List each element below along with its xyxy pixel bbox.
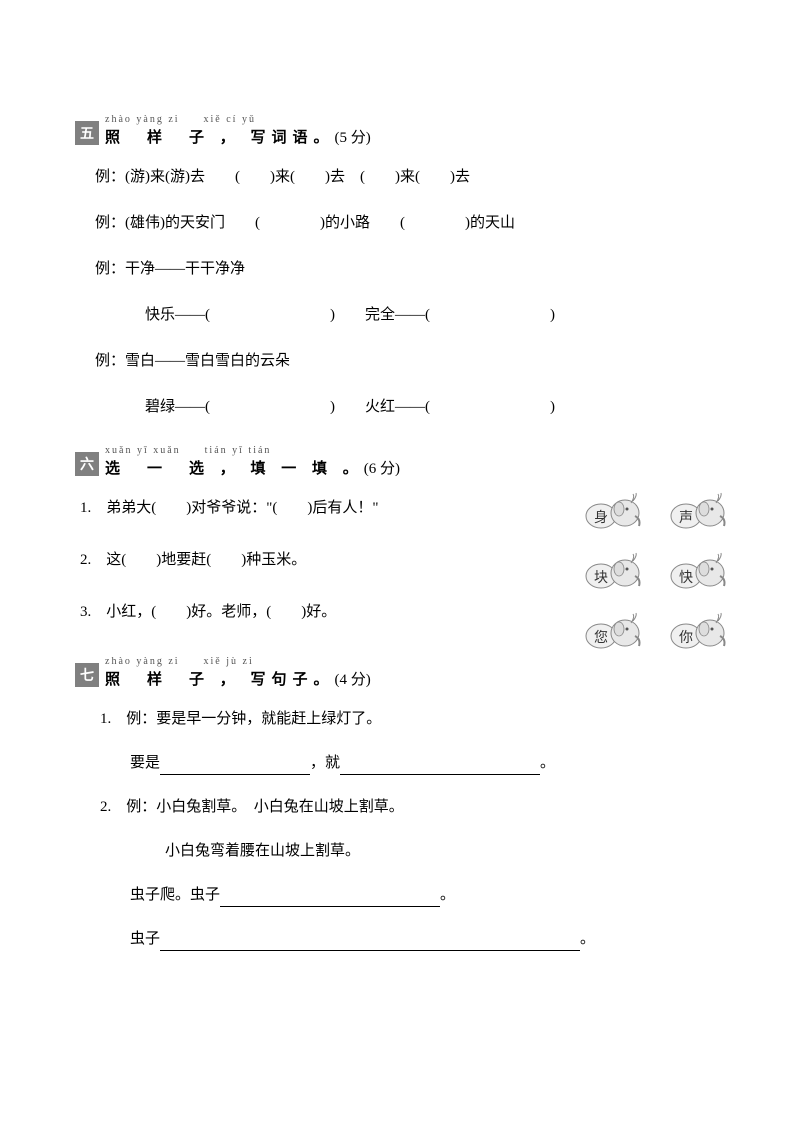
elephant-row-1: 身 声 — [583, 491, 728, 536]
elephant-options: 身 声 — [583, 491, 728, 656]
s5-l4a: 快乐——( — [145, 307, 210, 323]
char-2-1: 块 — [594, 567, 608, 587]
section-7-title-wrap: zhào yàng zi xiě jù zi 照 样 子 ， 写句子。(4 分) — [105, 652, 371, 689]
elephant-row-2: 块 快 — [583, 551, 728, 596]
s5-line-5: 例：雪白——雪白雪白的云朵 — [75, 349, 718, 373]
section-7-header: 七 zhào yàng zi xiě jù zi 照 样 子 ， 写句子。(4 … — [75, 652, 718, 689]
elephant-4: 快 — [668, 551, 728, 596]
s5-line-1: 例：(游)来(游)去 ( )来( )去 ( )来( )去 — [75, 165, 718, 189]
elephant-1: 身 — [583, 491, 643, 536]
elephant-icon — [668, 491, 728, 536]
q7-1a: 要是 — [130, 755, 160, 771]
q7-line-2-answer2: 虫子 。 — [75, 927, 718, 951]
section-5-header: 五 zhào yàng zi xiě cí yǔ 照 样 子 ， 写词语。(5 … — [75, 110, 718, 147]
q7-line-2: 2. 例：小白兔割草。 小白兔在山坡上割草。 — [75, 795, 718, 819]
char-2-2: 快 — [679, 567, 693, 587]
s5-l6a: 碧绿——( — [145, 399, 210, 415]
s5-line-3: 例：干净——干干净净 — [75, 257, 718, 281]
section-7-points: (4 分) — [335, 672, 371, 688]
elephant-icon — [583, 491, 643, 536]
char-1-2: 声 — [679, 507, 693, 527]
char-1-1: 身 — [594, 507, 608, 527]
section-7: 七 zhào yàng zi xiě jù zi 照 样 子 ， 写句子。(4 … — [75, 652, 718, 951]
q7-line-1-answer: 要是 ，就 。 — [75, 751, 718, 775]
s5-line-2: 例：(雄伟)的天安门 ( )的小路 ( )的天山 — [75, 211, 718, 235]
q7-2d: 。 — [580, 931, 595, 947]
elephant-2: 声 — [668, 491, 728, 536]
section-5-number: 五 — [75, 121, 99, 145]
section-5: 五 zhào yàng zi xiě cí yǔ 照 样 子 ， 写词语。(5 … — [75, 110, 718, 419]
section-6-points: (6 分) — [364, 461, 400, 477]
elephant-row-3: 您 你 — [583, 611, 728, 656]
q7-1b: ，就 — [310, 755, 340, 771]
elephant-3: 块 — [583, 551, 643, 596]
section-6-number: 六 — [75, 452, 99, 476]
blank-line — [220, 889, 440, 907]
section-5-title: 照 样 子 ， 写词语。 — [105, 130, 335, 146]
section-6-header: 六 xuǎn yī xuǎn tián yī tián 选 一 选 ， 填 一 … — [75, 441, 718, 478]
section-5-points: (5 分) — [335, 130, 371, 146]
char-3-2: 你 — [679, 627, 693, 647]
section-7-title: 照 样 子 ， 写句子。 — [105, 672, 335, 688]
q7-2a: 虫子爬。虫子 — [130, 887, 220, 903]
s5-l4c: ) — [550, 307, 555, 323]
section-6-title-row: 选 一 选 ， 填 一 填 。(6 分) — [105, 457, 400, 478]
section-7-pinyin: zhào yàng zi xiě jù zi — [105, 652, 371, 667]
elephant-icon — [668, 551, 728, 596]
section-5-title-row: 照 样 子 ， 写词语。(5 分) — [105, 126, 371, 147]
blank-line — [160, 933, 580, 951]
section-6-title-wrap: xuǎn yī xuǎn tián yī tián 选 一 选 ， 填 一 填 … — [105, 441, 400, 478]
q7-2c: 虫子 — [130, 931, 160, 947]
elephant-6: 你 — [668, 611, 728, 656]
q7-1c: 。 — [540, 755, 555, 771]
char-3-1: 您 — [594, 627, 608, 647]
q7-line-1: 1. 例：要是早一分钟，就能赶上绿灯了。 — [75, 707, 718, 731]
elephant-icon — [583, 551, 643, 596]
q6-content: 1. 弟弟大( )对爷爷说："( )后有人！" 2. 这( )地要赶( )种玉米… — [75, 496, 718, 624]
q7-line-2-answer1: 虫子爬。虫子 。 — [75, 883, 718, 907]
elephant-icon — [583, 611, 643, 656]
s5-l4b: ) 完全——( — [330, 307, 430, 323]
q7-line-2b: 小白兔弯着腰在山坡上割草。 — [75, 839, 718, 863]
blank-line — [340, 757, 540, 775]
s5-l6b: ) 火红——( — [330, 399, 430, 415]
section-7-number: 七 — [75, 663, 99, 687]
section-5-title-wrap: zhào yàng zi xiě cí yǔ 照 样 子 ， 写词语。(5 分) — [105, 110, 371, 147]
elephant-icon — [668, 611, 728, 656]
section-5-pinyin: zhào yàng zi xiě cí yǔ — [105, 110, 371, 125]
section-7-title-row: 照 样 子 ， 写句子。(4 分) — [105, 668, 371, 689]
q7-2b: 。 — [440, 887, 455, 903]
s5-l6c: ) — [550, 399, 555, 415]
elephant-5: 您 — [583, 611, 643, 656]
blank-line — [160, 757, 310, 775]
s5-line-6: 碧绿——( ) 火红——() — [75, 395, 718, 419]
s5-line-4: 快乐——( ) 完全——() — [75, 303, 718, 327]
section-6-title: 选 一 选 ， 填 一 填 。 — [105, 461, 364, 477]
section-6-pinyin: xuǎn yī xuǎn tián yī tián — [105, 441, 400, 456]
section-6: 六 xuǎn yī xuǎn tián yī tián 选 一 选 ， 填 一 … — [75, 441, 718, 624]
